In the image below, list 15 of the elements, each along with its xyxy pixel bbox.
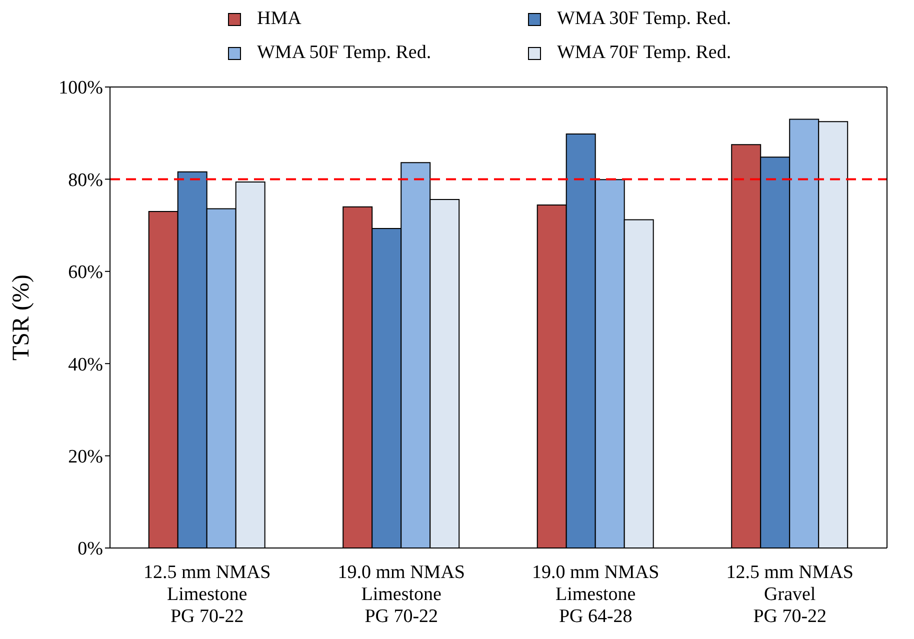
y-tick-label: 60% <box>68 262 104 284</box>
legend-label: WMA 50F Temp. Red. <box>257 42 432 64</box>
y-tick-label: 40% <box>68 354 104 376</box>
x-tick-label: 12.5 mm NMAS Limestone PG 70-22 <box>144 562 271 627</box>
y-axis-title: TSR (%) <box>8 274 35 360</box>
y-tick-label: 100% <box>58 78 104 99</box>
x-tick-label: 19.0 mm NMAS Limestone PG 64-28 <box>532 562 660 627</box>
y-tick-label: 20% <box>68 446 104 468</box>
x-tick-label: 12.5 mm NMAS Gravel PG 70-22 <box>726 562 854 627</box>
x-tick-label: 19.0 mm NMAS Limestone PG 70-22 <box>338 562 465 627</box>
y-tick-label: 80% <box>68 170 104 191</box>
legend-label: WMA 30F Temp. Red. <box>557 8 732 30</box>
legend-label: WMA 70F Temp. Red. <box>557 42 732 64</box>
legend-label: HMA <box>257 8 302 30</box>
y-tick-label: 0% <box>78 538 104 560</box>
